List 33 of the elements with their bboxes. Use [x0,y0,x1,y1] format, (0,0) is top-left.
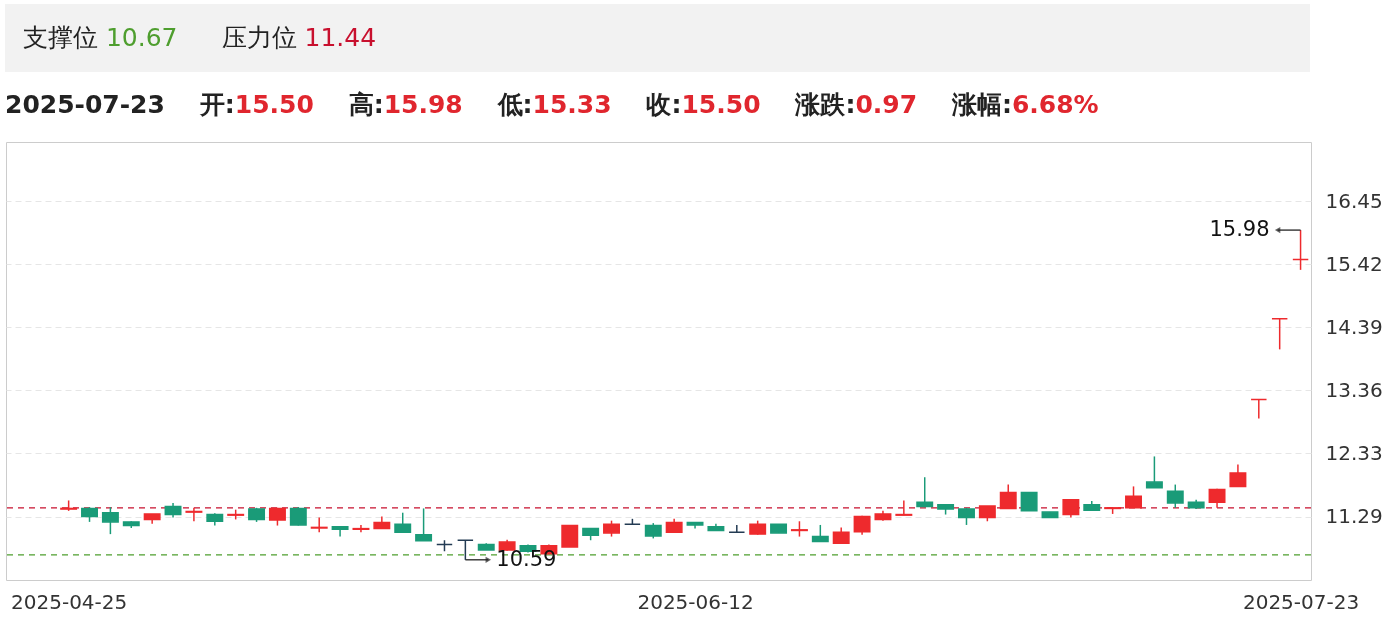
y-tick-label: 12.33 [1325,440,1383,465]
candlestick [1020,491,1038,512]
annotation: 15.98 [1209,217,1270,242]
text: 压力位 11.44 [221,23,377,52]
x-tick-label: 2025-07-23 [1242,589,1360,614]
y-tick-label: 16.45 [1325,188,1383,213]
candlestick [1145,455,1163,489]
x-tick-label: 2025-06-12 [637,589,754,614]
candlestick [415,507,433,542]
candlestick [456,539,474,561]
y-tick-label: 15.42 [1325,251,1383,276]
candlestick [895,499,913,516]
annotation: 10.59 [496,546,557,571]
candlestick [101,506,119,535]
candlestick [331,526,349,538]
y-tick-label: 13.36 [1325,377,1383,402]
candlestick [728,524,746,534]
candlestick [1166,483,1184,509]
candlestick [289,506,307,527]
candlestick [999,483,1017,510]
y-tick-label: 14.39 [1325,314,1383,339]
candlestick [1271,318,1289,351]
text: 2025-07-23 开:15.50 高:15.98 低:15.33 收:15.50 涨跌:0.97 涨幅:6.68% [5,90,1099,119]
candlestick [352,524,370,534]
candlestick [1292,229,1310,271]
y-tick-label: 11.29 [1325,504,1383,529]
candlestick [1125,485,1142,509]
candlestick [1250,398,1268,420]
candlestick [185,507,203,523]
x-tick-label: 2025-04-25 [11,589,128,614]
candlestick [394,511,412,534]
text: 支撑位 10.67 [23,23,178,52]
candlestick [310,516,328,534]
